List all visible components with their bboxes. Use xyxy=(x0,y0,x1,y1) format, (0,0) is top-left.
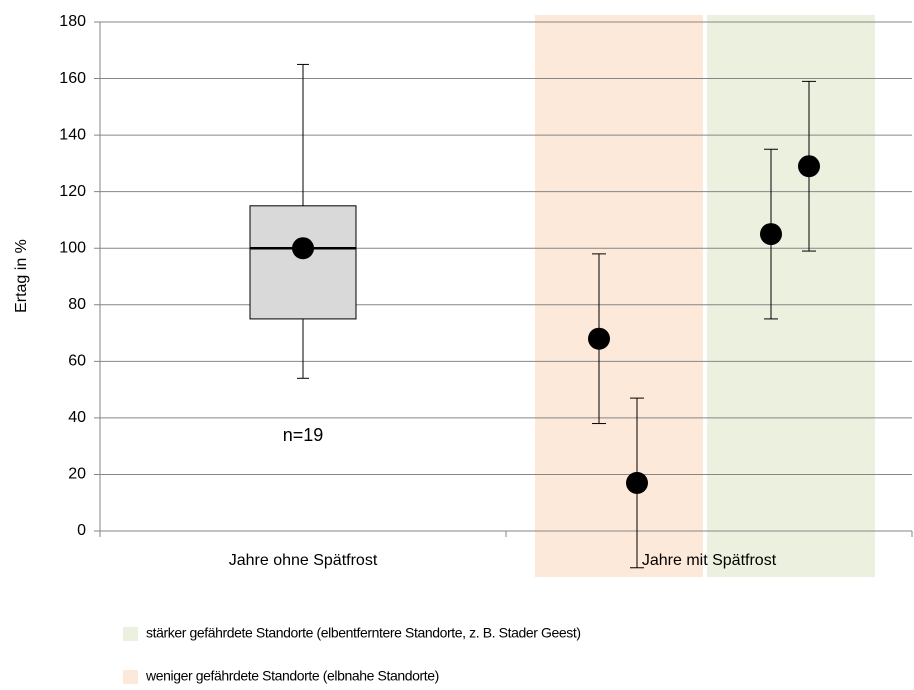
y-tick-label: 180 xyxy=(59,13,86,30)
y-tick-label: 60 xyxy=(68,353,86,370)
legend-text: stärker gefährdete Standorte (elbentfern… xyxy=(146,625,581,641)
legend-swatch xyxy=(123,627,138,641)
box xyxy=(249,205,357,320)
y-tick-label: 0 xyxy=(77,522,86,539)
legend-text: weniger gefährdete Standorte (elbnahe St… xyxy=(145,668,439,684)
point xyxy=(798,155,820,178)
y-tick-label: 80 xyxy=(68,296,86,313)
y-tick-label: 20 xyxy=(68,466,86,483)
y-tick-label: 120 xyxy=(59,183,86,200)
point xyxy=(588,327,610,350)
y-axis-label: Ertag in % xyxy=(13,239,30,313)
region xyxy=(707,15,875,577)
mean-point xyxy=(292,237,314,260)
y-tick-label: 160 xyxy=(59,70,86,87)
point xyxy=(760,223,782,246)
y-tick-label: 100 xyxy=(59,239,86,256)
x-tick-label: Jahre mit Spätfrost xyxy=(642,552,777,569)
x-tick-label: Jahre ohne Spätfrost xyxy=(229,552,378,569)
legend-swatch xyxy=(123,670,138,684)
y-tick-label: 40 xyxy=(68,409,86,426)
region xyxy=(535,15,703,577)
annotation: n=19 xyxy=(283,425,324,445)
y-tick-label: 140 xyxy=(59,126,86,143)
point xyxy=(626,471,648,494)
